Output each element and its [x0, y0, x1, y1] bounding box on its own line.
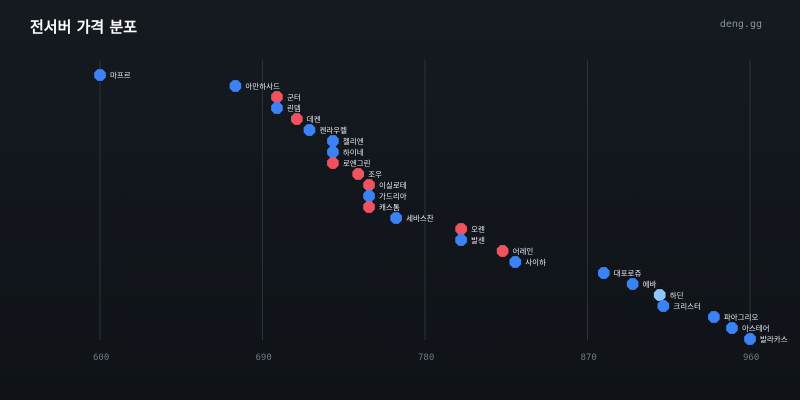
data-point[interactable] — [509, 256, 522, 268]
point-label: 하이네 — [343, 147, 364, 157]
data-point[interactable] — [94, 69, 106, 81]
data-point[interactable] — [290, 113, 303, 125]
data-point[interactable] — [271, 102, 283, 114]
x-tick-label: 870 — [581, 353, 597, 363]
data-point[interactable] — [455, 223, 467, 235]
x-tick-label: 780 — [418, 353, 434, 363]
data-point[interactable] — [327, 157, 339, 169]
data-point[interactable] — [363, 201, 375, 213]
point-label: 군터 — [287, 93, 301, 102]
point-label: 어레인 — [513, 246, 534, 256]
data-point[interactable] — [496, 245, 509, 257]
data-point[interactable] — [363, 179, 375, 191]
point-label: 발라카스 — [760, 335, 788, 344]
data-point[interactable] — [455, 234, 467, 246]
data-point[interactable] — [626, 278, 639, 290]
point-label: 에바 — [643, 279, 657, 289]
data-point[interactable] — [597, 267, 610, 279]
point-label: 아스테어 — [742, 323, 770, 333]
point-label: 발센 — [471, 235, 485, 245]
brand-label: deng.gg — [719, 19, 762, 30]
point-label: 대포로쥬 — [614, 269, 642, 278]
point-label: 조우 — [368, 170, 382, 179]
chart-title: 전서버 가격 분포 — [30, 18, 138, 36]
data-point[interactable] — [229, 80, 242, 92]
data-point[interactable] — [363, 190, 375, 202]
data-point[interactable] — [708, 311, 720, 323]
point-label: 캐스톰 — [379, 203, 400, 212]
data-point[interactable] — [271, 91, 283, 103]
data-points — [94, 69, 756, 345]
point-label: 사이하 — [525, 257, 546, 267]
point-label: 마프르 — [110, 71, 131, 80]
x-axis-ticks: 600 690 780 870 960 — [93, 353, 759, 363]
point-label: 파아그리오 — [724, 312, 759, 322]
data-point[interactable] — [390, 212, 402, 224]
point-label: 데켄 — [307, 114, 321, 124]
data-point[interactable] — [657, 300, 670, 312]
point-label: 첼리엔 — [343, 136, 364, 146]
grid-layer — [99, 60, 751, 340]
point-label: 가드리아 — [379, 191, 407, 201]
data-point[interactable] — [303, 124, 316, 136]
data-point[interactable] — [327, 135, 339, 147]
x-tick-label: 960 — [743, 353, 759, 363]
point-label: 크리스터 — [673, 302, 701, 311]
data-point[interactable] — [327, 146, 339, 158]
point-label: 오렌 — [471, 224, 485, 234]
data-point[interactable] — [352, 168, 365, 180]
point-labels: 마프르아만하사드군터린뎀데켄켄라우렐첼리엔하이네로엔그린조우이실로테가드리아캐스… — [110, 71, 788, 344]
point-label: 하딘 — [670, 290, 684, 300]
point-label: 세바스찬 — [406, 213, 434, 223]
x-tick-label: 600 — [93, 353, 109, 363]
point-label: 아만하사드 — [245, 81, 280, 91]
data-point[interactable] — [744, 333, 756, 345]
point-label: 켄라우렐 — [319, 125, 347, 135]
x-tick-label: 690 — [256, 353, 272, 363]
point-label: 린뎀 — [287, 103, 301, 113]
point-label: 이실로테 — [379, 180, 407, 190]
point-label: 로엔그린 — [343, 158, 371, 168]
data-point[interactable] — [653, 289, 666, 301]
data-point[interactable] — [726, 322, 738, 334]
